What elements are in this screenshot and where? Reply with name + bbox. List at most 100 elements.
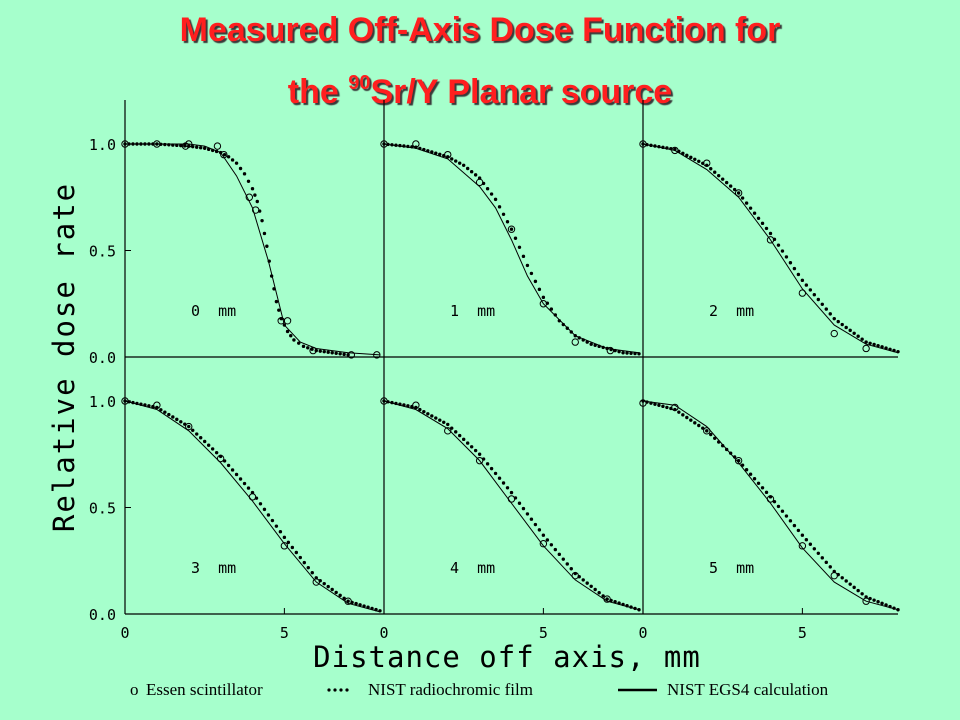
film-point [569,330,573,334]
film-point [354,601,358,606]
essen-point [283,317,292,325]
film-point [446,422,450,427]
essen-point [153,401,161,409]
film-point [501,481,506,485]
film-point [892,606,896,610]
film-point [617,601,621,605]
film-point [657,144,661,149]
film-point [681,151,685,156]
film-point [681,413,685,417]
essen-point [603,595,611,603]
film-point [253,193,257,197]
title-suffix: Sr/Y Planar source [370,73,673,111]
legend-film-marker [345,688,349,692]
film-point [242,172,247,176]
film-point [230,158,235,162]
film-point [780,509,785,513]
film-point [653,144,657,148]
film-point [454,159,458,163]
film-point [147,404,151,408]
film-point [465,441,470,445]
film-point [529,517,534,521]
film-point [709,432,713,437]
film-point [210,447,215,451]
essen-point [412,401,420,409]
film-point [338,352,342,356]
film-point [509,227,514,231]
essen-point [444,427,452,435]
film-point [422,147,426,152]
film-point [366,605,370,609]
film-point [163,410,167,414]
film-point [776,243,781,247]
film-point [856,334,860,338]
film-point [844,579,848,583]
film-point [717,173,721,178]
film-point [394,143,398,147]
film-point [265,244,269,248]
essen-point [571,571,579,580]
film-point [812,547,817,551]
film-point [517,501,522,505]
film-point [736,458,741,463]
essen-point [347,351,356,359]
film-point [302,560,306,565]
film-point [872,598,876,602]
y-tick-label: 0.0 [89,349,116,367]
essen-point [798,289,807,297]
film-point [748,472,753,476]
film-point [617,349,621,354]
film-point [163,142,167,147]
essen-point [830,571,838,580]
film-point [179,143,183,148]
chart-title-line-2: the 90Sr/Y Planar source [0,63,960,112]
film-point [693,421,697,425]
film-point [820,556,824,560]
film-point [613,600,617,604]
film-point [489,192,494,196]
film-point [199,436,203,440]
film-point [713,170,717,174]
film-point [214,450,219,455]
film-point [868,341,872,345]
film-point [469,169,474,174]
film-point [784,514,789,518]
film-point [549,543,554,547]
essen-point [251,206,260,214]
film-point [689,155,693,160]
film-point [438,418,442,422]
film-point [764,226,769,231]
film-point [525,263,530,268]
film-point [210,148,215,153]
film-point [238,477,243,481]
film-point [545,538,550,542]
film-point [234,161,239,165]
film-point [218,150,223,155]
film-point [394,401,398,406]
film-point [370,606,374,611]
film-point [585,581,589,585]
egs4-line [125,143,381,356]
film-point [573,334,577,338]
film-point [282,535,287,540]
essen-point [220,150,228,159]
film-point [693,157,697,162]
film-point [199,146,203,150]
film-point [740,463,745,467]
film-point [202,146,207,150]
panel-label: 4 mm [450,559,495,577]
film-point [334,351,338,355]
film-point [565,326,569,330]
film-point [888,604,892,609]
film-point [728,451,733,455]
film-point [709,167,713,171]
film-point [226,155,231,159]
film-point [461,437,466,442]
film-point [289,334,293,338]
film-point [792,266,797,271]
film-point [398,143,402,148]
film-point [260,218,264,223]
film-point [234,472,239,477]
film-point [776,504,781,509]
